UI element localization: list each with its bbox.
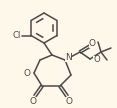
Text: Cl: Cl — [13, 31, 21, 40]
Text: O: O — [88, 38, 95, 48]
Text: N: N — [65, 52, 71, 61]
Text: O: O — [23, 68, 30, 78]
Text: O: O — [66, 97, 73, 106]
Text: O: O — [93, 56, 100, 64]
Text: O: O — [29, 97, 37, 106]
